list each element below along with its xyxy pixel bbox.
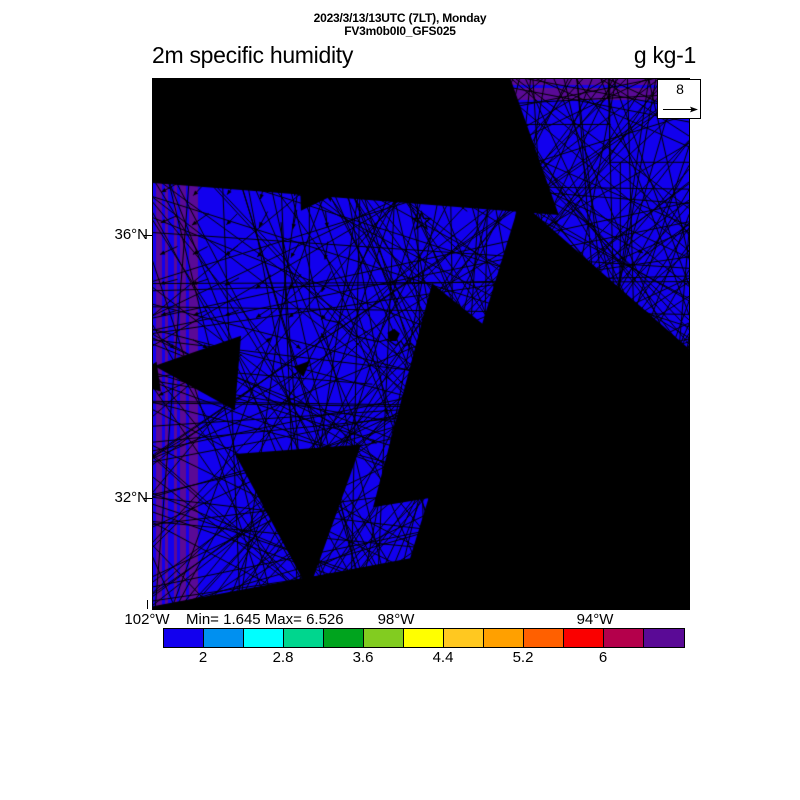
colorbar-segment	[644, 629, 684, 647]
colorbar-segment	[324, 629, 364, 647]
colorbar-tick: 6	[598, 649, 608, 666]
title-model: FV3m0b0I0_GFS025	[344, 24, 456, 38]
colorbar-tick: 4.4	[432, 649, 454, 666]
colorbar-tick: 5.2	[512, 649, 534, 666]
wind-key-value: 8	[676, 81, 684, 97]
colorbar-segment	[364, 629, 404, 647]
tick-lon-98w	[396, 600, 397, 609]
tick-lat-36n	[144, 235, 153, 236]
colorbar-segment	[164, 629, 204, 647]
colorbar-tick: 3.6	[352, 649, 374, 666]
colorbar-segment	[604, 629, 644, 647]
tick-lat-32n	[144, 498, 153, 499]
colorbar-segment	[524, 629, 564, 647]
colorbar-segment	[484, 629, 524, 647]
wind-arrow-icon	[663, 106, 698, 113]
colorbar-segment	[204, 629, 244, 647]
colorbar-segment	[284, 629, 324, 647]
lon-label-102w: 102°W	[124, 611, 170, 628]
colorbar	[163, 628, 685, 648]
colorbar-segment	[564, 629, 604, 647]
colorbar-tick: 2.8	[272, 649, 294, 666]
colorbar-segment	[244, 629, 284, 647]
colorbar-segment	[404, 629, 444, 647]
humidity-field-canvas	[153, 79, 689, 609]
lon-label-98w: 98°W	[377, 611, 415, 628]
colorbar-tick: 2	[198, 649, 208, 666]
page-title: 2m specific humidity	[152, 42, 354, 68]
tick-lon-102w	[147, 600, 148, 609]
tick-lon-94w	[595, 600, 596, 609]
colorbar-tick-labels: 2 2.8 3.6 4.4 5.2 6	[0, 649, 800, 671]
colorbar-segment	[444, 629, 484, 647]
units-label: g kg-1	[633, 42, 696, 68]
minmax-stats: Min= 1.645 Max= 6.526	[186, 611, 344, 628]
lat-label-32n: 32°N	[114, 489, 148, 506]
wind-reference-key: 8	[657, 79, 701, 119]
title-datetime: 2023/3/13/13UTC (7LT), Monday	[313, 11, 487, 25]
lat-label-36n: 36°N	[114, 226, 148, 243]
figure-title-block: 2023/3/13/13UTC (7LT), Monday FV3m0b0I0_…	[0, 12, 800, 38]
lon-label-94w: 94°W	[576, 611, 614, 628]
map-plot-area	[152, 78, 690, 610]
